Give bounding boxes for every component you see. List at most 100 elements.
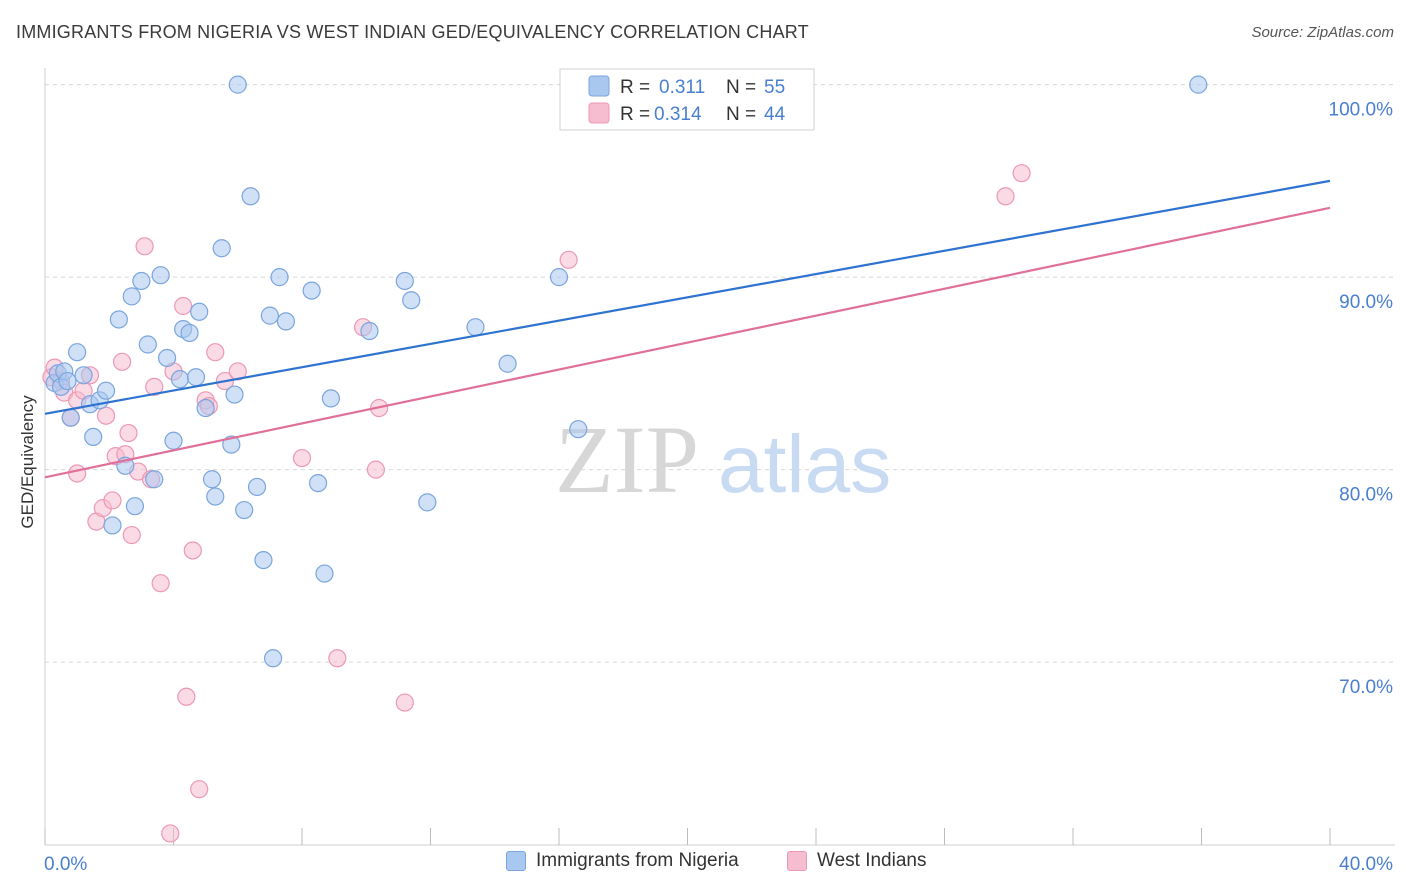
nigeria-point[interactable] xyxy=(138,335,157,354)
west-indian-point[interactable] xyxy=(103,491,122,510)
nigeria-point[interactable] xyxy=(202,470,222,489)
legend-swatch-pink xyxy=(588,102,610,124)
nigeria-point[interactable] xyxy=(270,268,289,287)
y-tick-label: 70.0% xyxy=(1339,677,1393,698)
series-legend: Immigrants from Nigeria West Indians xyxy=(0,850,1406,880)
nigeria-point[interactable] xyxy=(151,266,170,285)
west-indian-point[interactable] xyxy=(292,448,312,468)
nigeria-point[interactable] xyxy=(418,493,437,512)
nigeria-point[interactable] xyxy=(549,268,569,287)
nigeria-point[interactable] xyxy=(402,291,421,310)
nigeria-point[interactable] xyxy=(569,420,588,439)
west-indian-point[interactable] xyxy=(190,780,209,799)
nigeria-point[interactable] xyxy=(247,477,267,497)
legend-label: Immigrants from Nigeria xyxy=(536,850,739,871)
west-indian-point[interactable] xyxy=(996,187,1015,206)
west-indian-point[interactable] xyxy=(112,352,132,371)
west-indian-point[interactable] xyxy=(366,460,385,479)
nigeria-point[interactable] xyxy=(190,302,209,321)
nigeria-point[interactable] xyxy=(122,287,141,306)
west-indian-point[interactable] xyxy=(559,250,578,269)
west-indian-point[interactable] xyxy=(122,525,141,545)
nigeria-point[interactable] xyxy=(241,187,260,206)
source-label: Source: ZipAtlas.com xyxy=(1251,24,1394,41)
nigeria-point[interactable] xyxy=(276,312,296,331)
nigeria-point[interactable] xyxy=(466,318,485,337)
nigeria-point[interactable] xyxy=(157,348,177,368)
nigeria-point[interactable] xyxy=(235,500,254,520)
nigeria-trend-line xyxy=(44,179,1331,415)
y-tick-label: 100.0% xyxy=(1329,100,1394,121)
stats-legend: R = 0.311 N = 55 R = 0.314 N = 44 xyxy=(559,68,815,131)
x-tick-label: 40.0% xyxy=(1339,854,1393,875)
gridlines xyxy=(45,84,1395,663)
legend-n-label: N = xyxy=(726,77,756,98)
legend-r-value: 0.311 xyxy=(659,77,705,98)
nigeria-point[interactable] xyxy=(125,497,145,516)
west-indian-point[interactable] xyxy=(151,574,170,593)
west-indian-trend-line xyxy=(44,206,1331,479)
nigeria-point[interactable] xyxy=(228,75,247,94)
west-indian-point[interactable] xyxy=(174,296,193,316)
trend-lines xyxy=(44,179,1331,479)
nigeria-point[interactable] xyxy=(321,389,341,408)
nigeria-point[interactable] xyxy=(206,487,225,506)
nigeria-point[interactable] xyxy=(61,408,80,427)
legend-swatch-blue xyxy=(588,75,610,97)
legend-item-west-indians[interactable]: West Indians xyxy=(787,850,926,872)
west-indian-point[interactable] xyxy=(328,649,347,668)
nigeria-point[interactable] xyxy=(109,310,128,329)
watermark-atlas: atlas xyxy=(718,419,891,510)
nigeria-point[interactable] xyxy=(260,306,279,325)
nigeria-point[interactable] xyxy=(164,431,183,450)
nigeria-point[interactable] xyxy=(360,321,379,341)
nigeria-point[interactable] xyxy=(395,271,414,291)
nigeria-point[interactable] xyxy=(145,470,164,489)
west-indian-point[interactable] xyxy=(119,423,138,443)
nigeria-point[interactable] xyxy=(263,649,283,668)
nigeria-point[interactable] xyxy=(222,435,241,454)
west-indian-point[interactable] xyxy=(135,237,154,256)
nigeria-point[interactable] xyxy=(132,271,151,291)
x-tick-label: 0.0% xyxy=(44,854,87,875)
nigeria-point[interactable] xyxy=(103,516,122,535)
y-tick-label: 80.0% xyxy=(1339,485,1393,506)
nigeria-point[interactable] xyxy=(84,427,103,446)
y-axis-label: GED/Equivalency xyxy=(18,395,37,529)
west-indian-point[interactable] xyxy=(161,824,180,843)
west-indian-point[interactable] xyxy=(68,464,87,483)
west-indian-point[interactable] xyxy=(145,377,164,396)
west-indian-point[interactable] xyxy=(395,693,414,712)
nigeria-point[interactable] xyxy=(308,474,328,493)
legend-r-value: 0.314 xyxy=(654,104,702,125)
tick-labels: 70.0% 80.0% 90.0% 100.0% 0.0% 40.0% xyxy=(44,100,1393,875)
nigeria-point[interactable] xyxy=(225,385,244,404)
west-indian-point[interactable] xyxy=(1012,164,1031,183)
legend-swatch-blue xyxy=(506,851,526,871)
nigeria-point[interactable] xyxy=(498,354,517,373)
nigeria-point[interactable] xyxy=(212,239,231,258)
west-indian-point[interactable] xyxy=(96,406,116,425)
nigeria-point[interactable] xyxy=(68,343,87,362)
watermark: ZIP atlas xyxy=(555,406,891,513)
nigeria-point[interactable] xyxy=(302,281,321,300)
legend-r-label: R = xyxy=(620,77,650,98)
legend-swatch-pink xyxy=(787,851,807,871)
legend-item-nigeria[interactable]: Immigrants from Nigeria xyxy=(506,850,739,872)
west-indian-point[interactable] xyxy=(183,541,202,560)
west-indian-point[interactable] xyxy=(177,687,196,706)
nigeria-point[interactable] xyxy=(315,564,334,583)
nigeria-point[interactable] xyxy=(1189,75,1208,94)
nigeria-point[interactable] xyxy=(180,323,199,343)
nigeria-point[interactable] xyxy=(170,370,190,389)
chart-title: IMMIGRANTS FROM NIGERIA VS WEST INDIAN G… xyxy=(16,22,809,42)
nigeria-point[interactable] xyxy=(254,550,273,570)
nigeria-point[interactable] xyxy=(96,381,116,400)
nigeria-point[interactable] xyxy=(74,366,93,385)
nigeria-point[interactable] xyxy=(196,398,215,418)
nigeria-point[interactable] xyxy=(58,371,77,391)
nigeria-point[interactable] xyxy=(186,368,206,387)
west-indian-point[interactable] xyxy=(206,343,225,362)
legend-n-label: N = xyxy=(726,104,756,125)
